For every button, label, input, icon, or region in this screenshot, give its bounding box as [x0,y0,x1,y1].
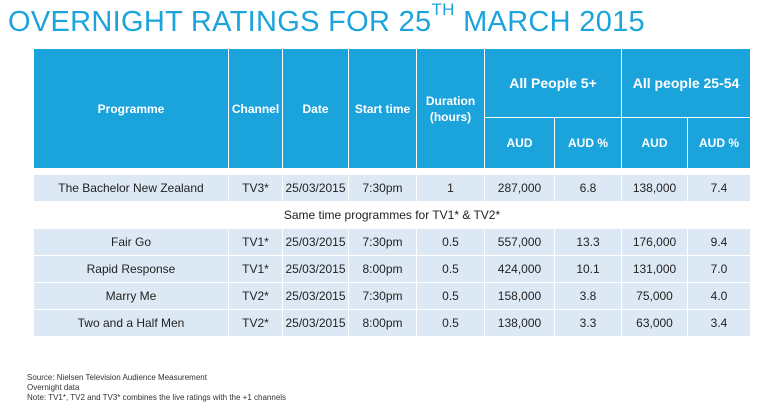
cell-duration: 0.5 [416,255,485,283]
title-superscript: TH [431,0,455,19]
cell-duration: 0.5 [416,282,485,310]
table-row: Rapid Response TV1* 25/03/2015 8:00pm 0.… [33,255,752,283]
header-aud-pct-5plus: AUD % [553,117,623,169]
cell-aud-pct-25-54: 7.4 [687,174,752,202]
cell-date: 25/03/2015 [282,228,349,256]
header-channel: Channel [228,48,283,169]
title-prefix: OVERNIGHT RATINGS FOR 25 [8,6,432,38]
ratings-table: Programme Channel Date Start time Durati… [32,48,752,337]
cell-aud-pct-5plus: 6.8 [553,174,623,202]
cell-aud-pct-25-54: 7.0 [687,255,752,283]
cell-aud-25-54: 63,000 [621,309,689,337]
cell-aud-pct-5plus: 13.3 [553,228,623,256]
title-suffix: MARCH 2015 [454,6,645,38]
cell-aud-pct-25-54: 3.4 [687,309,752,337]
table-row: Two and a Half Men TV2* 25/03/2015 8:00p… [33,309,752,337]
footer-data-type: Overnight data [27,383,80,392]
cell-start-time: 7:30pm [348,174,417,202]
table-row: Marry Me TV2* 25/03/2015 7:30pm 0.5 158,… [33,282,752,310]
cell-aud-25-54: 176,000 [621,228,689,256]
header-aud-5plus: AUD [484,117,555,169]
header-duration: Duration (hours) [416,48,485,169]
cell-start-time: 7:30pm [348,228,417,256]
header-duration-line2: (hours) [429,109,472,124]
cell-channel: TV2* [228,309,283,337]
cell-aud-5plus: 158,000 [484,282,555,310]
header-date: Date [282,48,349,169]
header-group-all-people-25-54: All people 25-54 [621,48,752,118]
cell-aud-25-54: 131,000 [621,255,689,283]
header-aud-pct-25-54: AUD % [687,117,752,169]
same-time-label-row: Same time programmes for TV1* & TV2* [32,201,752,229]
cell-aud-5plus: 424,000 [484,255,555,283]
header-start-time: Start time [348,48,417,169]
cell-start-time: 8:00pm [348,309,417,337]
cell-programme: Fair Go [33,228,229,256]
cell-programme: The Bachelor New Zealand [33,174,229,202]
cell-aud-5plus: 557,000 [484,228,555,256]
cell-date: 25/03/2015 [282,282,349,310]
cell-channel: TV1* [228,228,283,256]
header-aud-25-54: AUD [621,117,689,169]
cell-start-time: 7:30pm [348,282,417,310]
cell-start-time: 8:00pm [348,255,417,283]
cell-programme: Rapid Response [33,255,229,283]
cell-date: 25/03/2015 [282,174,349,202]
cell-aud-5plus: 287,000 [484,174,555,202]
cell-aud-pct-5plus: 3.3 [553,309,623,337]
cell-aud-pct-5plus: 10.1 [553,255,623,283]
cell-date: 25/03/2015 [282,309,349,337]
footer-note: Note: TV1*, TV2 and TV3* combines the li… [27,393,287,402]
header-group-all-people-5plus: All People 5+ [483,48,623,118]
cell-programme: Marry Me [33,282,229,310]
header-duration-line1: Duration [425,93,476,108]
cell-duration: 1 [416,174,485,202]
cell-date: 25/03/2015 [282,255,349,283]
cell-channel: TV3* [228,174,283,202]
header-programme: Programme [33,48,229,169]
same-time-label: Same time programmes for TV1* & TV2* [32,201,752,229]
cell-channel: TV2* [228,282,283,310]
table-row: Fair Go TV1* 25/03/2015 7:30pm 0.5 557,0… [33,228,752,256]
cell-aud-pct-25-54: 4.0 [687,282,752,310]
footer-notes: Source: Nielsen Television Audience Meas… [27,373,286,403]
cell-duration: 0.5 [416,228,485,256]
cell-channel: TV1* [228,255,283,283]
cell-aud-pct-25-54: 9.4 [687,228,752,256]
page-title: OVERNIGHT RATINGS FOR 25TH MARCH 2015 [8,1,645,40]
cell-duration: 0.5 [416,309,485,337]
cell-aud-25-54: 138,000 [621,174,689,202]
table-row: The Bachelor New Zealand TV3* 25/03/2015… [33,174,752,202]
cell-programme: Two and a Half Men [33,309,229,337]
cell-aud-5plus: 138,000 [484,309,555,337]
cell-aud-pct-5plus: 3.8 [553,282,623,310]
cell-aud-25-54: 75,000 [621,282,689,310]
footer-source: Source: Nielsen Television Audience Meas… [27,373,207,382]
